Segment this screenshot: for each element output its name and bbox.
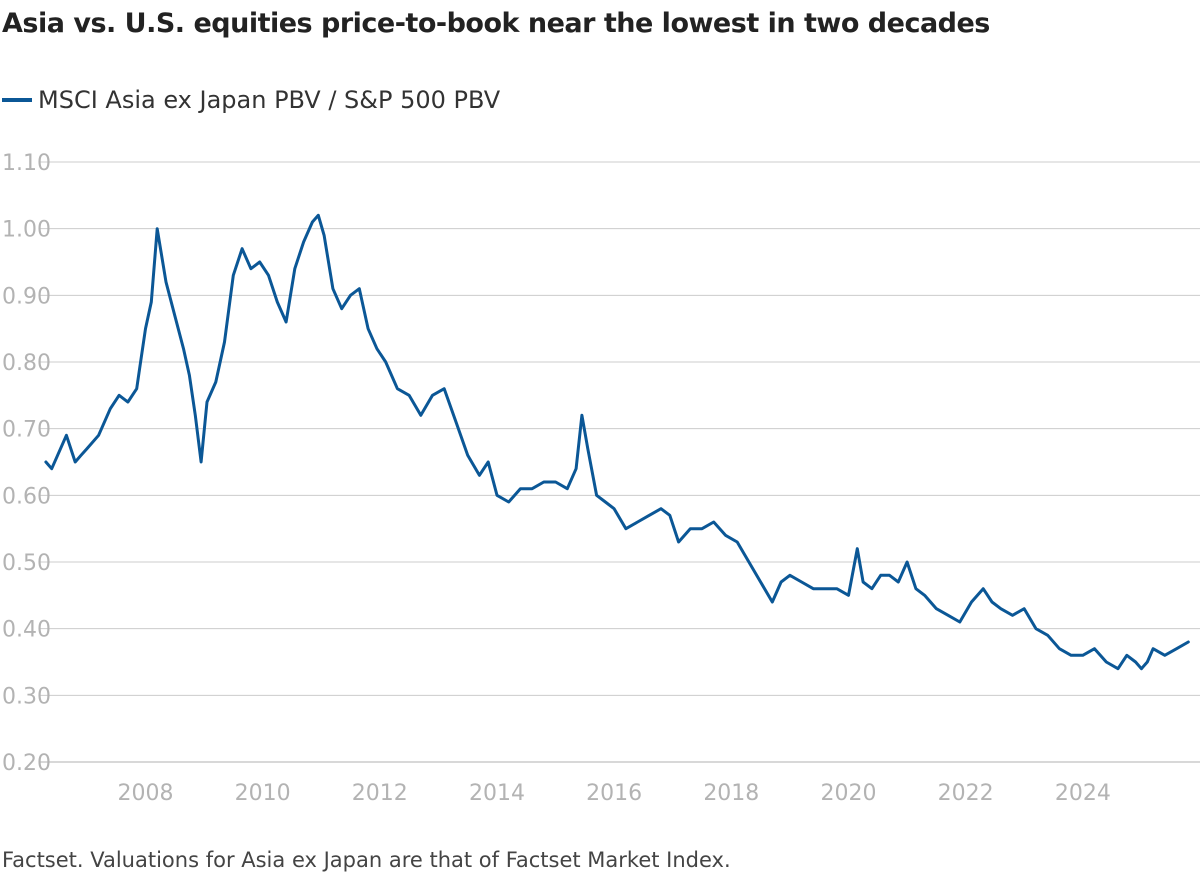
line-chart: 0.20 0.30 0.40 0.50 0.60 0.70 0.80 0.90 1.00 1.10… [2, 151, 1200, 806]
x-tick-label: 2020 [820, 781, 876, 806]
x-axis-tick-labels: 2008 2010 2012 2014 2016 2018 2020 2022 2024 [117, 781, 1110, 806]
source-footnote: Factset. Valuations for Asia ex Japan ar… [2, 848, 731, 872]
y-axis-tick-labels: 0.20 0.30 0.40 0.50 0.60 0.70 0.80 0.90 1.00 1.10 [2, 151, 51, 776]
y-tick-label: 1.10 [2, 151, 51, 176]
y-tick-label: 0.90 [2, 284, 51, 309]
series-line-0 [44, 213, 1190, 671]
y-tick-label: 0.40 [2, 618, 51, 643]
y-tick-label: 0.30 [2, 684, 51, 709]
legend-label: MSCI Asia ex Japan PBV / S&P 500 PBV [38, 86, 501, 114]
y-tick-label: 1.00 [2, 218, 51, 243]
x-tick-label: 2016 [586, 781, 642, 806]
y-tick-label: 0.60 [2, 484, 51, 509]
gridlines [40, 161, 1200, 763]
series-group [44, 213, 1190, 671]
x-tick-label: 2010 [235, 781, 291, 806]
y-tick-label: 0.50 [2, 551, 51, 576]
legend: MSCI Asia ex Japan PBV / S&P 500 PBV [2, 86, 500, 114]
x-tick-label: 2022 [938, 781, 994, 806]
chart-title: Asia vs. U.S. equities price-to-book nea… [2, 8, 990, 39]
legend-line-swatch [2, 98, 32, 102]
x-tick-label: 2018 [703, 781, 759, 806]
y-tick-label: 0.20 [2, 751, 51, 776]
x-tick-label: 2012 [352, 781, 408, 806]
y-tick-label: 0.70 [2, 418, 51, 443]
x-tick-label: 2014 [469, 781, 525, 806]
y-tick-label: 0.80 [2, 351, 51, 376]
x-tick-label: 2008 [117, 781, 173, 806]
x-tick-label: 2024 [1055, 781, 1111, 806]
